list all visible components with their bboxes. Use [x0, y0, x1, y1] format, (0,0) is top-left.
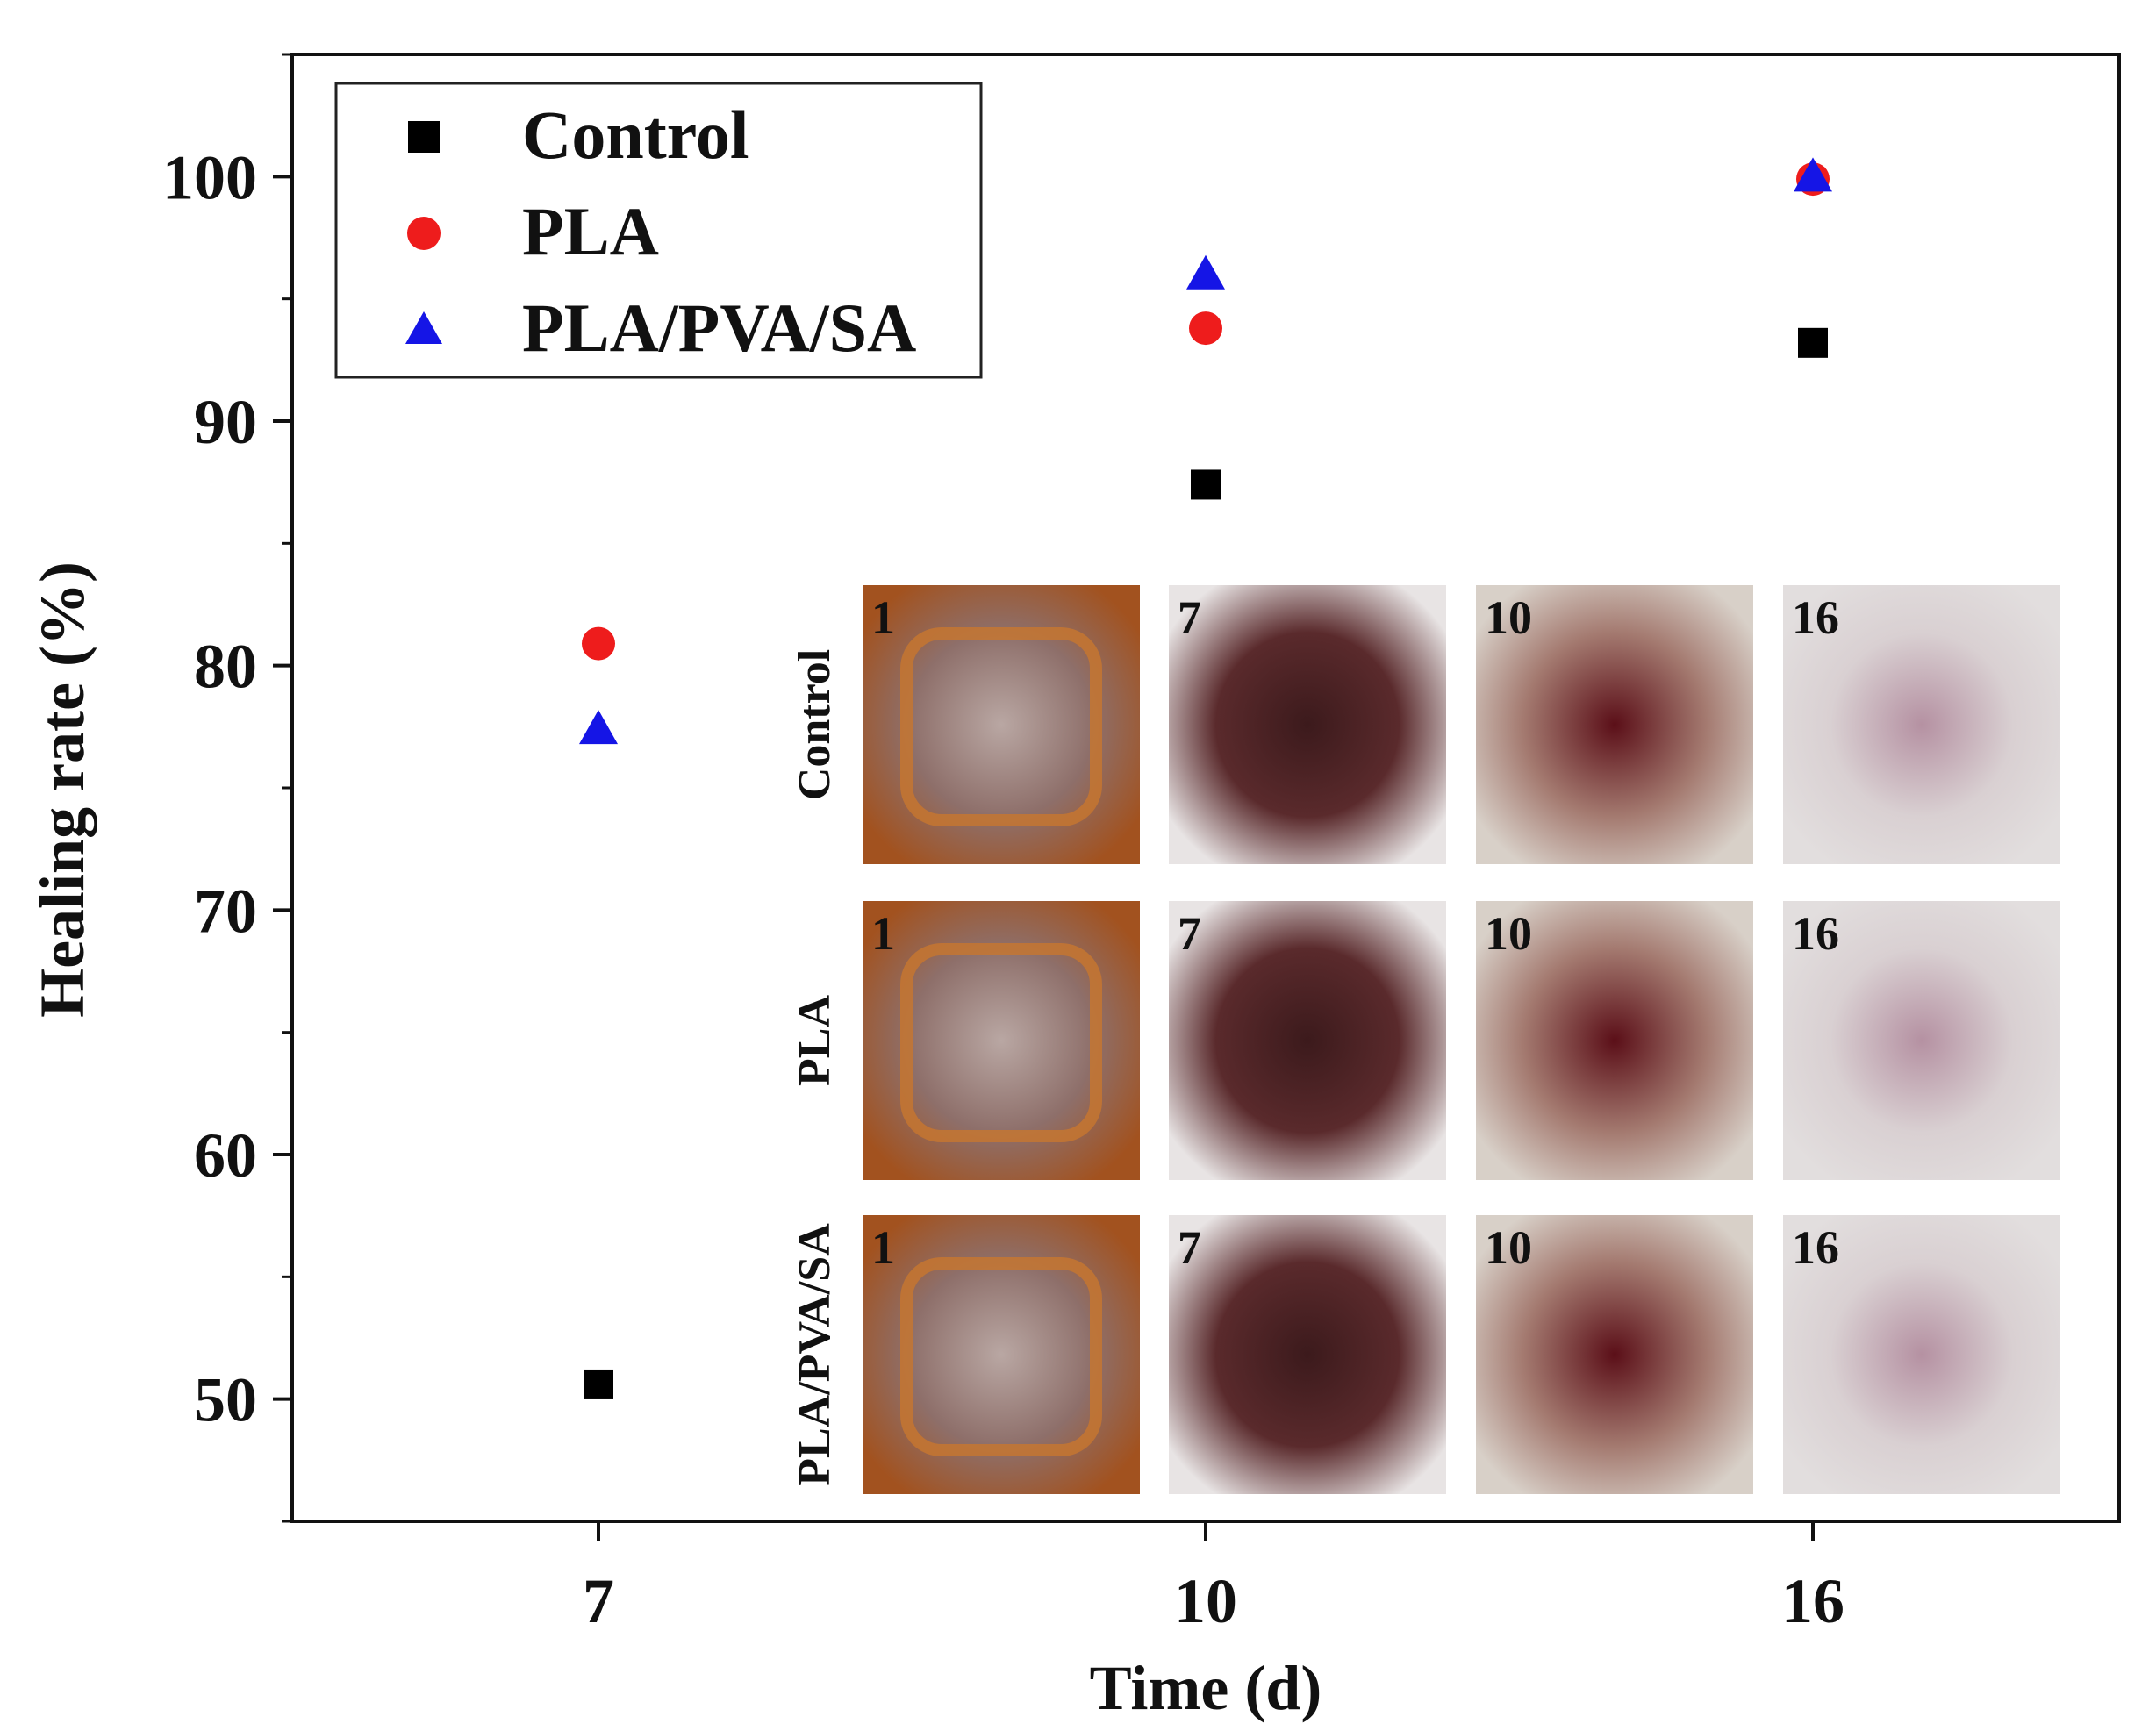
legend-label-pla-pva-sa: PLA/PVA/SA	[522, 290, 916, 366]
row-label-pla-pva-sa: PLA/PVA/SA	[790, 1223, 840, 1486]
point-pla-pva-sa-10	[1186, 254, 1225, 290]
row-label-pla: PLA	[790, 995, 840, 1086]
wound-photo-grid: 1 7 10 16 Control 1 7 10 16 PLA 1 7 10 16 PLA/PVA/SA	[790, 585, 2060, 1494]
point-control-10	[1191, 469, 1221, 500]
day-label: 7	[1178, 591, 1201, 644]
legend-marker-control	[408, 121, 440, 153]
wound-margin	[900, 627, 1102, 826]
wound-photo-pla-pva-sa-day-7	[1169, 1215, 1446, 1494]
day-label: 10	[1485, 907, 1532, 960]
y-tick-label: 50	[194, 1365, 257, 1435]
y-tick-label: 80	[194, 632, 257, 702]
legend: Control PLA PLA/PVA/SA	[334, 82, 983, 379]
wound-photo-control-day-10	[1476, 585, 1753, 864]
point-pla-pva-sa-7	[579, 710, 618, 745]
y-axis-title: Healing rate (%)	[27, 562, 97, 1018]
legend-label-control: Control	[522, 97, 749, 173]
wound-margin	[900, 1257, 1102, 1456]
day-label: 16	[1792, 591, 1839, 644]
y-axis: 50 60 70 80 90 100	[162, 53, 292, 1523]
legend-marker-pla	[407, 217, 441, 250]
data-markers	[579, 157, 1832, 1399]
point-control-7	[584, 1369, 613, 1399]
x-tick-label: 7	[583, 1566, 614, 1636]
x-tick-label: 10	[1174, 1566, 1237, 1636]
day-label: 7	[1178, 1221, 1201, 1274]
point-pla-7	[582, 626, 615, 661]
day-label: 16	[1792, 1221, 1839, 1274]
point-control-16	[1798, 327, 1828, 358]
x-axis: 7 10 16	[583, 1521, 1844, 1636]
day-label: 7	[1178, 907, 1201, 960]
wound-photo-control-day-16	[1783, 585, 2060, 864]
day-label: 10	[1485, 591, 1532, 644]
point-pla-10	[1189, 311, 1222, 346]
x-axis-title: Time (d)	[1090, 1653, 1322, 1723]
wound-photo-pla-day-16	[1783, 901, 2060, 1180]
wound-photo-pla-day-7	[1169, 901, 1446, 1180]
legend-label-pla: PLA	[522, 193, 659, 269]
legend-box	[334, 82, 983, 379]
day-label: 10	[1485, 1221, 1532, 1274]
legend-marker-pla-pva-sa	[405, 311, 442, 344]
point-pla-pva-sa-16	[1794, 157, 1832, 192]
y-tick-label: 70	[194, 876, 257, 946]
y-tick-label: 100	[162, 142, 257, 212]
wound-photo-pla-pva-sa-day-10	[1476, 1215, 1753, 1494]
day-label: 1	[871, 907, 895, 960]
row-label-control: Control	[790, 649, 840, 800]
y-tick-label: 90	[194, 387, 257, 457]
x-tick-label: 16	[1781, 1566, 1844, 1636]
wound-margin	[900, 943, 1102, 1142]
day-label: 16	[1792, 907, 1839, 960]
day-label: 1	[871, 591, 895, 644]
wound-photo-pla-pva-sa-day-16	[1783, 1215, 2060, 1494]
day-label: 1	[871, 1221, 895, 1274]
wound-photo-control-day-7	[1169, 585, 1446, 864]
y-tick-label: 60	[194, 1120, 257, 1191]
wound-photo-pla-day-10	[1476, 901, 1753, 1180]
